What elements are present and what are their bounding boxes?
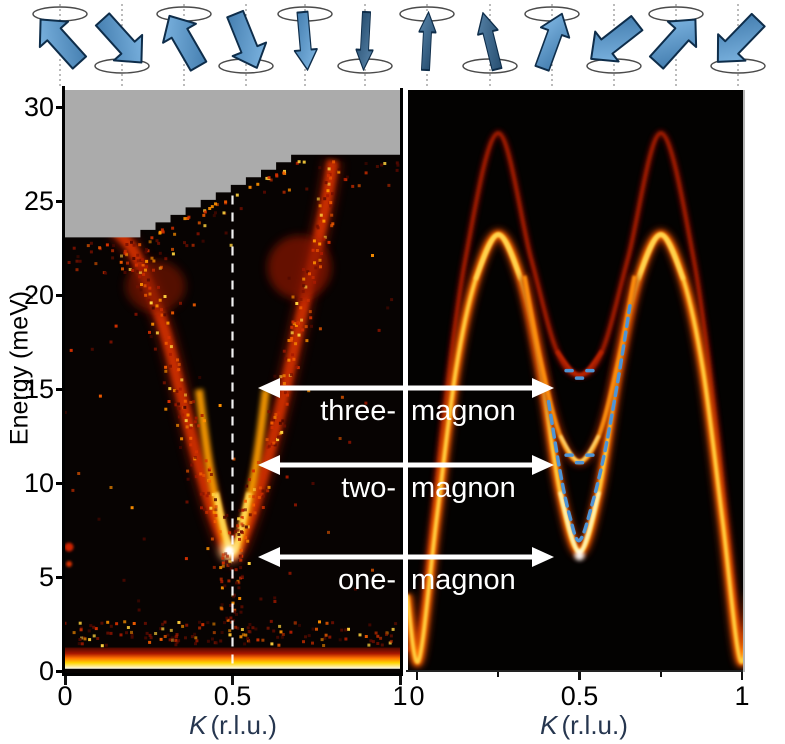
spin-arrow-icon-9 bbox=[524, 4, 580, 88]
blue-markers-three-magnon bbox=[564, 368, 595, 380]
x-tick-mark-right bbox=[578, 672, 581, 680]
double-arrow-icon bbox=[258, 546, 554, 567]
x-tick-mark-left bbox=[231, 676, 234, 685]
spin-arrow-icon-1 bbox=[32, 4, 88, 88]
x-tick-label-right: 1 bbox=[734, 681, 750, 711]
y-axis-title-text: Energy (meV) bbox=[5, 290, 34, 446]
spin-arrow-icon-7 bbox=[399, 4, 455, 88]
spin-arrow-icon-3 bbox=[156, 4, 212, 88]
one-magnon-branch bbox=[408, 228, 743, 669]
x-tick-label-left: 0 bbox=[57, 681, 73, 711]
left-panel-x-axis-line bbox=[62, 673, 403, 676]
y-tick-mark bbox=[56, 387, 72, 391]
y-tick-label: 15 bbox=[23, 373, 54, 404]
double-arrow-icon bbox=[258, 454, 554, 475]
spin-arrow-icon-4 bbox=[218, 4, 274, 88]
x-minor-tick-right bbox=[659, 672, 662, 677]
y-tick-mark bbox=[56, 200, 72, 204]
y-tick-mark bbox=[56, 106, 72, 110]
y-tick-label: 20 bbox=[23, 280, 54, 311]
annotation-prefix: two- bbox=[341, 471, 396, 504]
y-tick-label: 5 bbox=[38, 561, 54, 592]
x-tick-label-left: 1 bbox=[392, 681, 408, 711]
double-arrow-icon bbox=[258, 377, 554, 398]
x-axis-title-units: (r.l.u.) bbox=[561, 710, 628, 740]
blue-markers-two-magnon bbox=[564, 453, 595, 465]
x-tick-mark-right bbox=[415, 672, 419, 680]
y-tick-mark bbox=[56, 481, 72, 485]
left-panel-right-border bbox=[400, 88, 403, 676]
x-axis-title-right: K (r.l.u.) bbox=[540, 710, 628, 741]
y-tick-mark bbox=[56, 575, 72, 579]
y-tick-label: 30 bbox=[23, 92, 54, 123]
x-tick-mark-right bbox=[740, 672, 744, 680]
spin-arrow-icon-5 bbox=[277, 4, 333, 88]
annotation-suffix: magnon bbox=[411, 471, 516, 504]
x-tick-mark-left bbox=[63, 676, 67, 685]
x-axis-title-k: K bbox=[540, 710, 558, 740]
left-panel-y-axis-line bbox=[62, 86, 65, 676]
blue-dashed-fit bbox=[546, 304, 632, 543]
experiment-heatmap-panel bbox=[65, 90, 400, 673]
x-tick-label-right: 0 bbox=[409, 681, 425, 711]
x-axis-title-k: K bbox=[189, 710, 207, 740]
x-axis-title-left: K (r.l.u.) bbox=[189, 710, 277, 741]
y-tick-label: 10 bbox=[23, 467, 54, 498]
noise-speckles bbox=[65, 160, 400, 648]
spin-arrow-icon-2 bbox=[94, 4, 150, 88]
spin-configuration-row bbox=[0, 0, 785, 88]
x-minor-tick-right bbox=[497, 672, 500, 677]
x-tick-mark-left bbox=[398, 676, 402, 685]
y-tick-label: 25 bbox=[23, 186, 54, 217]
y-tick-mark bbox=[56, 294, 72, 298]
y-tick-label: 0 bbox=[38, 655, 54, 686]
right-panel-x-axis-line bbox=[406, 670, 745, 672]
annotation-prefix: three- bbox=[320, 394, 396, 427]
spin-arrow-icon-8 bbox=[462, 4, 518, 88]
spin-arrow-icon-12 bbox=[710, 4, 766, 88]
x-tick-label-right: 0.5 bbox=[560, 681, 599, 711]
spin-arrow-icon-11 bbox=[648, 4, 704, 88]
y-tick-mark bbox=[56, 669, 72, 673]
annotation-suffix: magnon bbox=[411, 563, 516, 596]
x-axis-title-units: (r.l.u.) bbox=[210, 710, 277, 740]
gray-kinematic-region bbox=[65, 90, 400, 238]
y-axis-title: Energy (meV) bbox=[6, 291, 35, 445]
theory-heatmap-panel bbox=[408, 90, 743, 670]
annotation-prefix: one- bbox=[337, 563, 396, 596]
spin-arrow-icon-10 bbox=[586, 4, 644, 88]
spin-arrow-icon-6 bbox=[337, 4, 393, 88]
x-tick-label-left: 0.5 bbox=[213, 681, 252, 711]
annotation-suffix: magnon bbox=[411, 394, 516, 427]
right-panel-right-border bbox=[743, 90, 745, 672]
